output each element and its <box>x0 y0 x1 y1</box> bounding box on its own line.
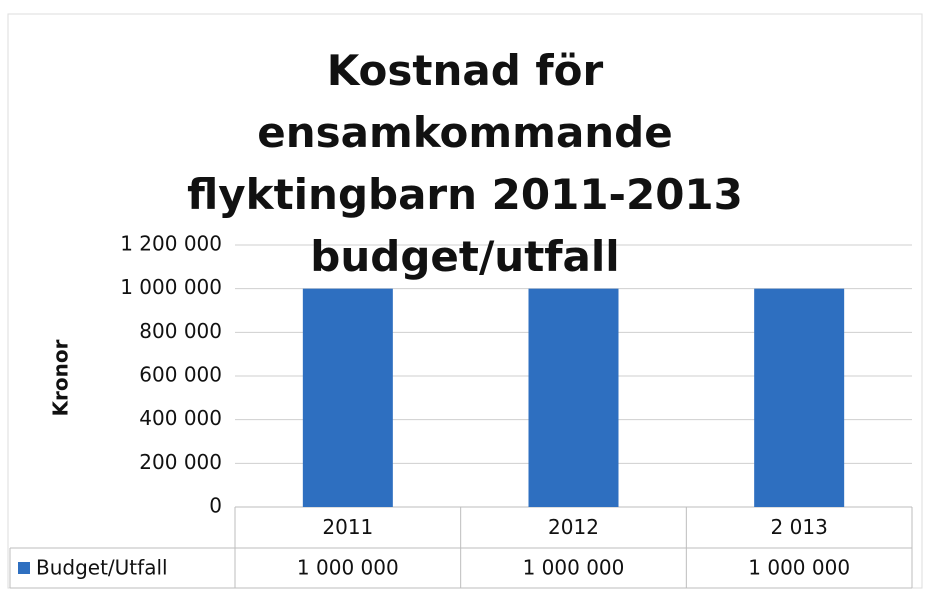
y-tick-label: 800 000 <box>139 319 222 343</box>
y-tick-label: 200 000 <box>139 450 222 474</box>
x-tick-label: 2 013 <box>771 515 828 539</box>
table-value: 1 000 000 <box>748 556 850 580</box>
x-tick-label: 2012 <box>548 515 599 539</box>
chart-title: Kostnad för ensamkommande flyktingbarn 2… <box>187 46 743 281</box>
y-tick-label: 1 200 000 <box>120 232 222 256</box>
y-tick-label: 0 <box>209 494 222 518</box>
y-tick-label: 400 000 <box>139 406 222 430</box>
legend-marker <box>18 562 30 574</box>
legend-label: Budget/Utfall <box>36 556 168 580</box>
y-axis-label: Kronor <box>49 339 73 416</box>
bar <box>528 288 619 507</box>
bar <box>754 288 845 507</box>
table-value: 1 000 000 <box>297 556 399 580</box>
y-tick-label: 600 000 <box>139 363 222 387</box>
x-tick-label: 2011 <box>322 515 373 539</box>
y-tick-label: 1 000 000 <box>120 275 222 299</box>
table-value: 1 000 000 <box>523 556 625 580</box>
bar <box>302 288 393 507</box>
